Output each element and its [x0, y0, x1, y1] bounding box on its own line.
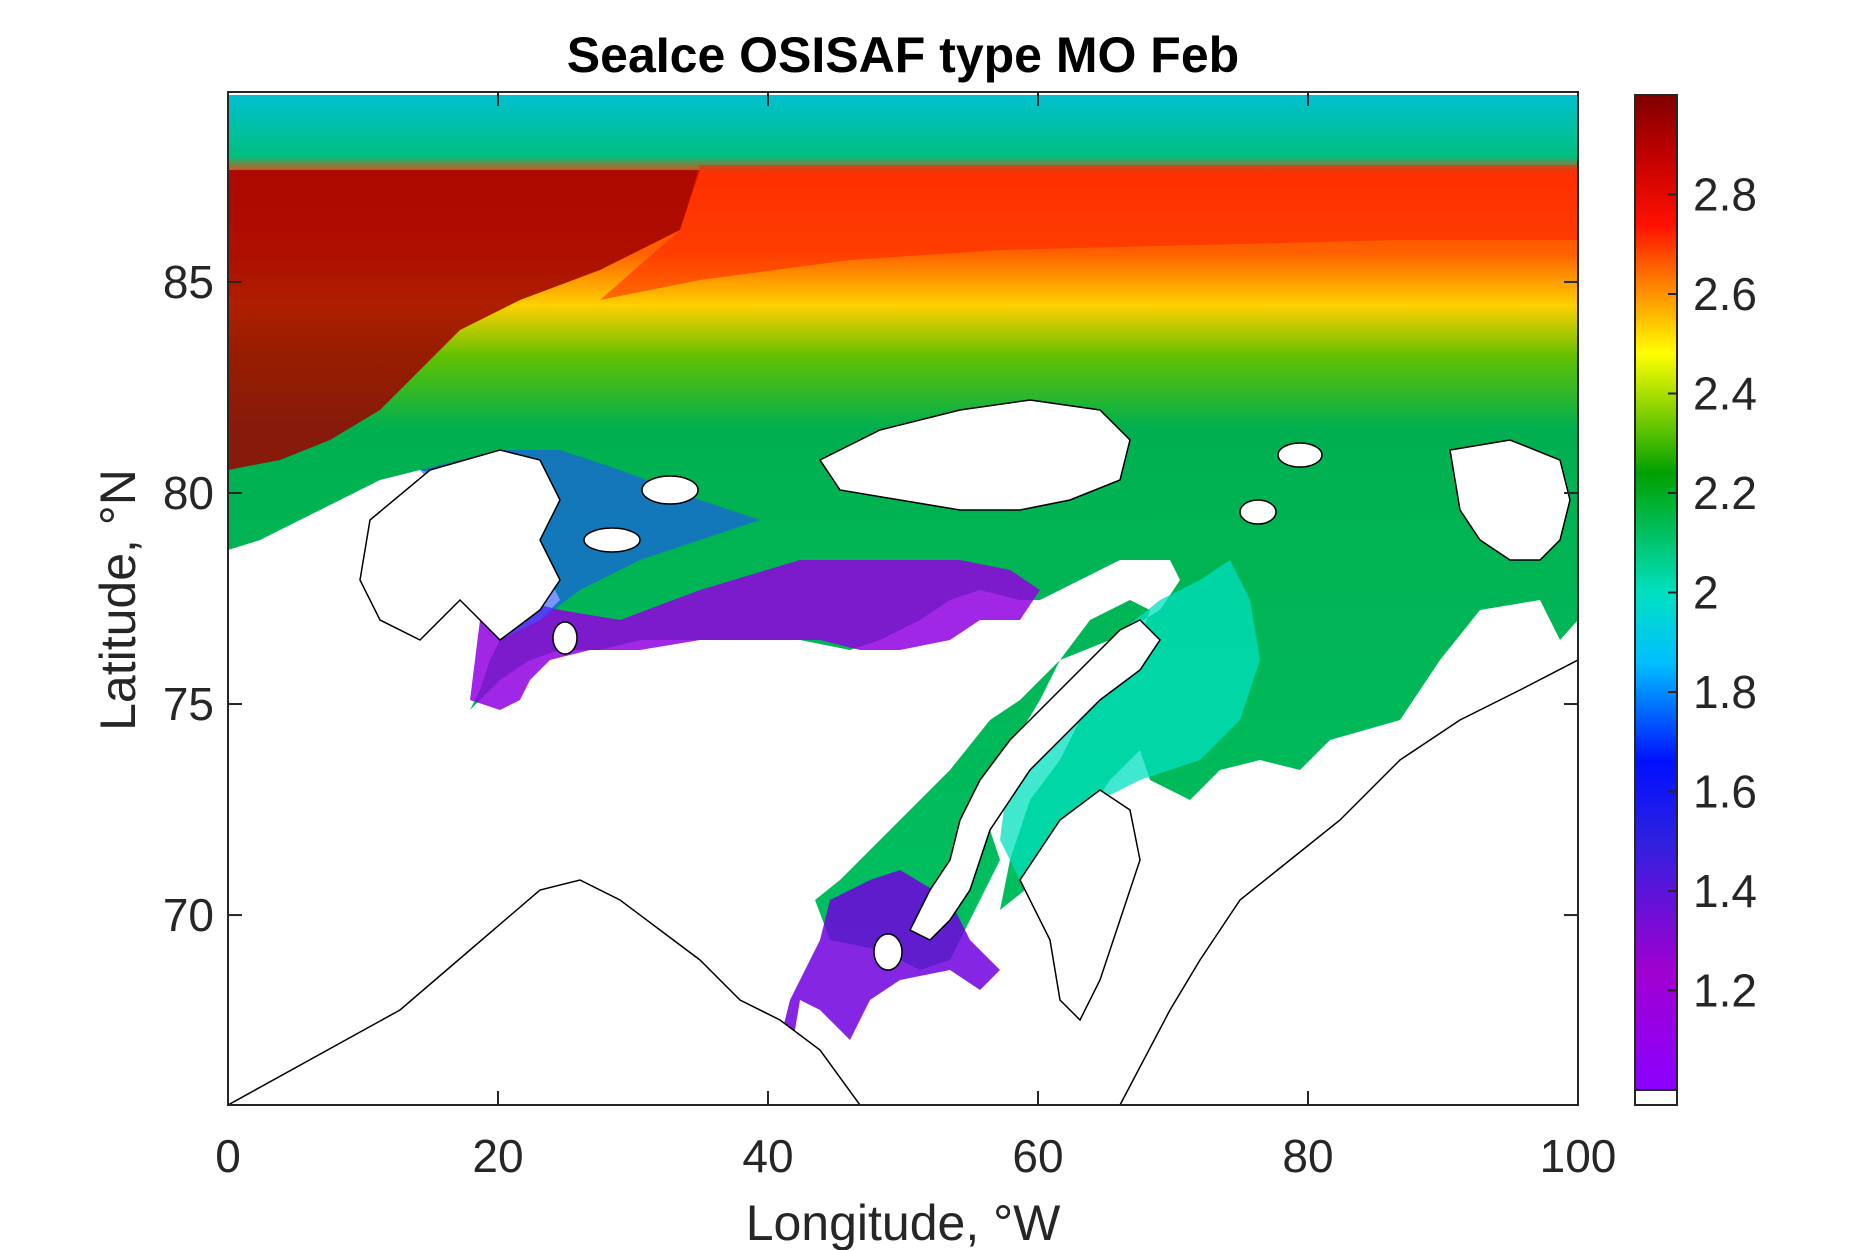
x-tick-label: 80: [1282, 1130, 1333, 1182]
x-axis-ticks: 0 20 40 60 80 100: [215, 92, 1616, 1182]
y-axis-ticks: 70 75 80 85: [163, 256, 1578, 941]
ice-max-zone: [228, 170, 700, 470]
ice-red-zone: [600, 165, 1578, 300]
ice-field-main: [228, 95, 1578, 970]
chart-title: SeaIce OSISAF type MO Feb: [567, 27, 1239, 83]
ice-edge-purple: [470, 560, 1040, 710]
colorbar-tick-label: 1.2: [1693, 965, 1757, 1017]
land-svalbard: [359, 449, 561, 641]
island-vize: [583, 527, 641, 553]
land-novaya-zemlya: [908, 619, 1161, 941]
y-tick-label: 85: [163, 256, 214, 308]
x-tick-label: 20: [472, 1130, 523, 1182]
island-hopen: [552, 621, 578, 655]
colorbar-tick-label: 1.4: [1693, 865, 1757, 917]
island-kolguev: [873, 933, 903, 971]
colorbar-nodata-swatch: [1634, 1089, 1678, 1106]
x-tick-label: 0: [215, 1130, 241, 1182]
colorbar-tick-label: 1.6: [1693, 766, 1757, 818]
land-scandinavia: [228, 879, 861, 1105]
land-yamal: [1019, 789, 1141, 1022]
colorbar-ticks: 1.2 1.4 1.6 1.8 2 2.2 2.4 2.6 2.8: [1668, 169, 1757, 1017]
colorbar-tick-label: 2: [1693, 567, 1719, 619]
y-tick-label: 70: [163, 889, 214, 941]
y-tick-label: 80: [163, 467, 214, 519]
colorbar-tick-label: 2.2: [1693, 467, 1757, 519]
land-siberia: [1119, 659, 1578, 1105]
axes-frame: [227, 91, 1579, 1106]
plot-area: [228, 92, 1578, 1105]
x-axis-label: Longitude, °W: [746, 1195, 1061, 1250]
x-tick-label: 100: [1540, 1130, 1617, 1182]
y-axis-label: Latitude, °N: [90, 469, 146, 731]
land-franz-josef: [818, 399, 1131, 511]
ice-cyan-basin: [1000, 560, 1260, 880]
y-tick-label: 75: [163, 678, 214, 730]
colorbar-tick-label: 2.4: [1693, 368, 1757, 420]
colorbar-tick-label: 2.6: [1693, 268, 1757, 320]
colorbar-tick-label: 1.8: [1693, 666, 1757, 718]
x-tick-label: 40: [742, 1130, 793, 1182]
island-victoria: [1277, 442, 1323, 468]
island-ushakov: [1239, 499, 1277, 525]
colorbar-tick-label: 2.8: [1693, 169, 1757, 221]
land-severnaya-zemlya: [1449, 439, 1571, 561]
x-tick-label: 60: [1012, 1130, 1063, 1182]
island-kvitoya: [641, 475, 699, 505]
